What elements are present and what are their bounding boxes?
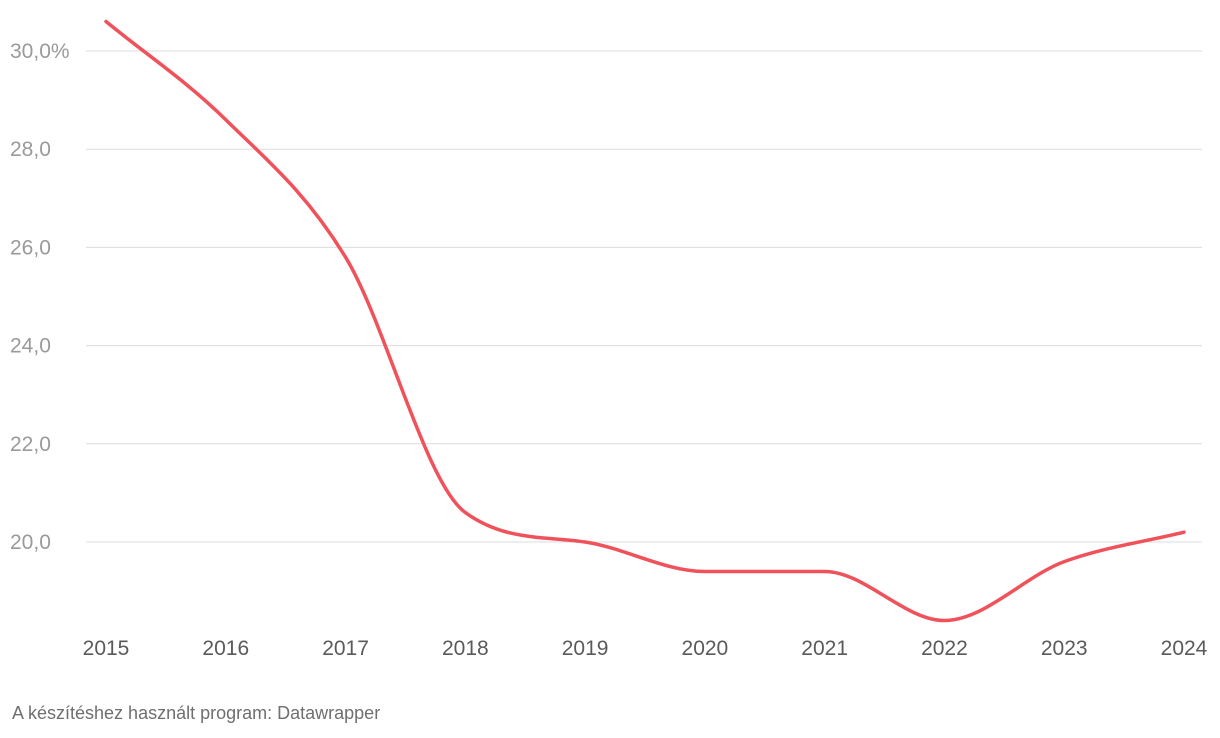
footer-credit: A készítéshez használt program: Datawrap… [12,703,381,723]
series-line [104,19,1186,623]
x-tick-label: 2019 [562,637,609,660]
y-tick-label: 26,0 [10,236,51,259]
x-tick-label: 2015 [83,637,130,660]
y-tick-label: 22,0 [10,433,51,456]
x-tick-label: 2023 [1041,637,1088,660]
gridlines [86,50,1202,543]
x-axis-ticks: 2015 2016 2017 2018 2019 2020 2021 2022 2023 2024 [83,637,1208,660]
series-layer [104,19,1186,623]
y-tick-label: 28,0 [10,138,51,161]
x-tick-label: 2024 [1161,637,1208,660]
x-tick-label: 2022 [921,637,968,660]
line-chart: 30,0%28,026,024,022,020,0 2015 2016 2017 20… [10,19,1208,660]
y-tick-label: 24,0 [10,335,51,358]
y-tick-label: 30,0% [10,40,70,63]
y-tick-label: 20,0 [10,531,51,554]
x-tick-label: 2020 [682,637,729,660]
y-axis-ticks: 30,0% 28,0 26,0 24,0 22,0 20,0 [10,40,70,554]
x-tick-label: 2018 [442,637,489,660]
x-tick-label: 2017 [322,637,369,660]
x-tick-label: 2021 [801,637,848,660]
x-tick-label: 2016 [202,637,249,660]
